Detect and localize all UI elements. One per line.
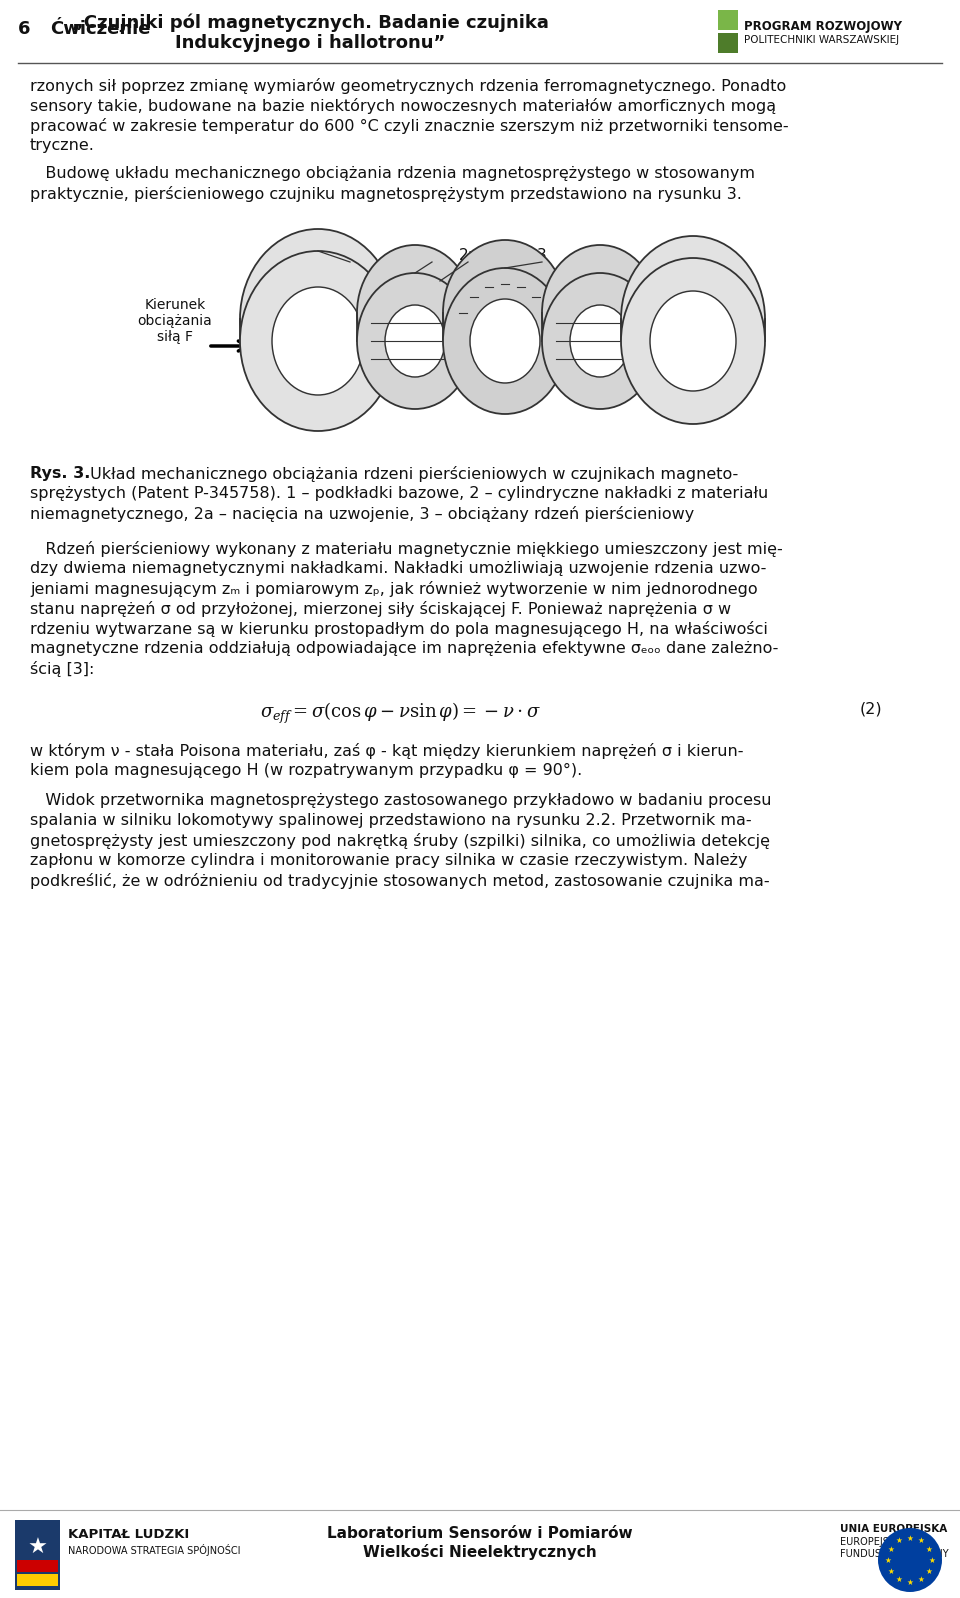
Text: magnetyczne rdzenia oddziałują odpowiadające im naprężenia efektywne σₑₒₒ dane z: magnetyczne rdzenia oddziałują odpowiada… xyxy=(30,641,779,657)
Ellipse shape xyxy=(542,273,658,409)
Text: gnetosprężysty jest umieszczony pod nakrętką śruby (szpilki) silnika, co umożliw: gnetosprężysty jest umieszczony pod nakr… xyxy=(30,833,770,849)
Ellipse shape xyxy=(470,299,540,384)
Text: sprężystych (Patent P-345758). 1 – podkładki bazowe, 2 – cylindryczne nakładki z: sprężystych (Patent P-345758). 1 – podkł… xyxy=(30,486,768,502)
Text: ★: ★ xyxy=(896,1574,902,1584)
Text: pracować w zakresie temperatur do 600 °C czyli znacznie szerszym niż przetwornik: pracować w zakresie temperatur do 600 °C… xyxy=(30,118,788,134)
Ellipse shape xyxy=(385,276,445,348)
Ellipse shape xyxy=(650,291,736,392)
Text: ★: ★ xyxy=(925,1545,932,1553)
Text: (2): (2) xyxy=(859,702,882,716)
Text: ★: ★ xyxy=(884,1555,892,1564)
Text: Wielkości Nieelektrycznych: Wielkości Nieelektrycznych xyxy=(363,1544,597,1560)
Ellipse shape xyxy=(240,229,396,409)
Text: ★: ★ xyxy=(928,1555,935,1564)
Text: PROGRAM ROZWOJOWY: PROGRAM ROZWOJOWY xyxy=(744,21,902,34)
Text: podkreślić, że w odróżnieniu od tradycyjnie stosowanych metod, zastosowanie czuj: podkreślić, że w odróżnieniu od tradycyj… xyxy=(30,873,770,888)
Ellipse shape xyxy=(272,288,364,395)
Ellipse shape xyxy=(621,257,765,423)
Text: ★: ★ xyxy=(887,1566,895,1576)
Ellipse shape xyxy=(443,240,567,387)
Text: spalania w silniku lokomotywy spalinowej przedstawiono na rysunku 2.2. Przetworn: spalania w silniku lokomotywy spalinowej… xyxy=(30,813,752,828)
Text: ★: ★ xyxy=(906,1534,913,1542)
Text: Ćwiczenie: Ćwiczenie xyxy=(50,21,151,38)
Text: 3: 3 xyxy=(538,248,547,264)
Ellipse shape xyxy=(470,272,540,355)
Text: sensory takie, budowane na bazie niektórych nowoczesnych materiałów amorficznych: sensory takie, budowane na bazie niektór… xyxy=(30,97,776,113)
Text: tryczne.: tryczne. xyxy=(30,137,95,153)
Ellipse shape xyxy=(240,251,396,431)
Text: Widok przetwornika magnetosprężystego zastosowanego przykładowo w badaniu proces: Widok przetwornika magnetosprężystego za… xyxy=(30,793,772,809)
Bar xyxy=(17,1574,58,1585)
Ellipse shape xyxy=(542,244,658,380)
Text: Budowę układu mechanicznego obciążania rdzenia magnetosprężystego w stosowanym: Budowę układu mechanicznego obciążania r… xyxy=(30,166,755,181)
Text: 2: 2 xyxy=(427,248,437,264)
Text: ścią [3]:: ścią [3]: xyxy=(30,662,94,678)
Text: praktycznie, pierścieniowego czujniku magnetosprężystym przedstawiono na rysunku: praktycznie, pierścieniowego czujniku ma… xyxy=(30,185,742,201)
Text: UNIA EUROPEJSKA: UNIA EUROPEJSKA xyxy=(840,1524,948,1534)
Text: $\sigma_{eff} = \sigma(\cos\varphi - \nu\sin\varphi) = -\nu \cdot \sigma$: $\sigma_{eff} = \sigma(\cos\varphi - \nu… xyxy=(259,702,540,725)
Text: zapłonu w komorze cylindra i monitorowanie pracy silnika w czasie rzeczywistym. : zapłonu w komorze cylindra i monitorowan… xyxy=(30,853,748,868)
Text: NARODOWA STRATEGIA SPÓJNOŚCI: NARODOWA STRATEGIA SPÓJNOŚCI xyxy=(68,1544,241,1556)
Text: jeniami magnesującym zₘ i pomiarowym zₚ, jak również wytworzenie w nim jednorodn: jeniami magnesującym zₘ i pomiarowym zₚ,… xyxy=(30,582,757,598)
Text: rzonych sił poprzez zmianę wymiarów geometrycznych rdzenia ferromagnetycznego. P: rzonych sił poprzez zmianę wymiarów geom… xyxy=(30,78,786,94)
Text: „Czujniki pól magnetycznych. Badanie czujnika: „Czujniki pól magnetycznych. Badanie czu… xyxy=(72,14,548,32)
Text: stanu naprężeń σ od przyłożonej, mierzonej siły ściskającej F. Ponieważ naprężen: stanu naprężeń σ od przyłożonej, mierzon… xyxy=(30,601,732,617)
Text: ★: ★ xyxy=(918,1536,924,1545)
Text: kiem pola magnesującego H (w rozpatrywanym przypadku φ = 90°).: kiem pola magnesującego H (w rozpatrywan… xyxy=(30,762,583,778)
Ellipse shape xyxy=(357,273,473,409)
Text: KAPITAŁ LUDZKI: KAPITAŁ LUDZKI xyxy=(68,1528,189,1540)
Text: Indukcyjnego i hallotronu”: Indukcyjnego i hallotronu” xyxy=(175,34,445,53)
Bar xyxy=(15,1520,60,1590)
Ellipse shape xyxy=(385,305,445,377)
Text: Rdzeń pierścieniowy wykonany z materiału magnetycznie miękkiego umieszczony jest: Rdzeń pierścieniowy wykonany z materiału… xyxy=(30,542,782,558)
Text: rdzeniu wytwarzane są w kierunku prostopadłym do pola magnesującego H, na właści: rdzeniu wytwarzane są w kierunku prostop… xyxy=(30,622,768,638)
Text: ★: ★ xyxy=(906,1577,913,1587)
Bar xyxy=(17,1560,58,1572)
Text: ★: ★ xyxy=(887,1545,895,1553)
Ellipse shape xyxy=(570,305,630,377)
Text: ★: ★ xyxy=(918,1574,924,1584)
Ellipse shape xyxy=(443,268,567,414)
Text: 1: 1 xyxy=(346,248,355,264)
Text: Układ mechanicznego obciążania rdzeni pierścieniowych w czujnikach magneto-: Układ mechanicznego obciążania rdzeni pi… xyxy=(85,467,738,483)
Circle shape xyxy=(878,1528,942,1592)
Ellipse shape xyxy=(357,244,473,380)
Text: w którym ν - stała Poisona materiału, zaś φ - kąt między kierunkiem naprężeń σ i: w którym ν - stała Poisona materiału, za… xyxy=(30,743,743,759)
Text: 2a: 2a xyxy=(459,248,477,264)
Ellipse shape xyxy=(650,268,736,369)
Text: ★: ★ xyxy=(925,1566,932,1576)
Bar xyxy=(718,10,738,30)
Text: Rys. 3.: Rys. 3. xyxy=(30,467,90,481)
Text: 6: 6 xyxy=(18,21,31,38)
Text: niemagnetycznego, 2a – nacięcia na uzwojenie, 3 – obciążany rdzeń pierścieniowy: niemagnetycznego, 2a – nacięcia na uzwoj… xyxy=(30,507,694,523)
Ellipse shape xyxy=(272,265,364,372)
Text: ★: ★ xyxy=(28,1537,47,1558)
Text: Laboratorium Sensorów i Pomiarów: Laboratorium Sensorów i Pomiarów xyxy=(327,1526,633,1540)
Text: Kierunek
obciążania
siłą F: Kierunek obciążania siłą F xyxy=(137,297,212,344)
Ellipse shape xyxy=(570,276,630,348)
Bar xyxy=(718,34,738,53)
Text: EUROPEJSKI: EUROPEJSKI xyxy=(840,1537,899,1547)
Ellipse shape xyxy=(621,237,765,403)
Text: dzy dwiema niemagnetycznymi nakładkami. Nakładki umożliwiają uzwojenie rdzenia u: dzy dwiema niemagnetycznymi nakładkami. … xyxy=(30,561,766,575)
Text: POLITECHNIKI WARSZAWSKIEJ: POLITECHNIKI WARSZAWSKIEJ xyxy=(744,35,900,45)
Text: FUNDUSZ SPOŁECZNY: FUNDUSZ SPOŁECZNY xyxy=(840,1548,948,1560)
Text: ★: ★ xyxy=(896,1536,902,1545)
